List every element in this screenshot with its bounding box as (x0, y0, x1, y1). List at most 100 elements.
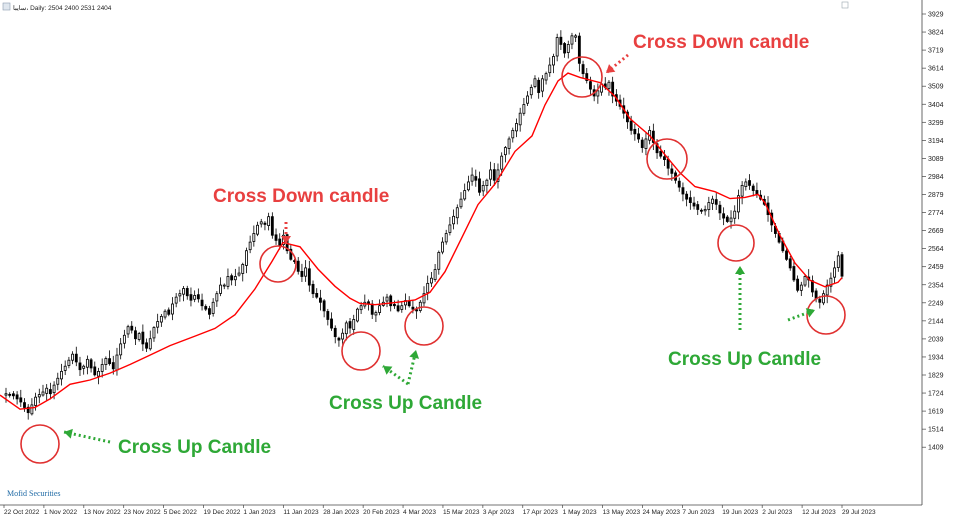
candle (452, 209, 456, 230)
candle (748, 174, 751, 190)
candle (85, 355, 89, 375)
candle (233, 268, 237, 286)
price-tick-label: 3614 (928, 66, 944, 73)
cross-candle-circle (259, 245, 297, 283)
candle (607, 80, 611, 96)
candle (104, 356, 108, 370)
candle (785, 248, 788, 261)
candle (581, 60, 585, 78)
candle (167, 307, 171, 317)
candle (344, 320, 348, 341)
candle (585, 67, 589, 84)
cross-up-label: Cross Up Candle (668, 349, 821, 370)
cross-candle-circle (20, 424, 60, 464)
time-tick-label: 12 Jul 2023 (802, 509, 836, 516)
price-tick-label: 1934 (928, 354, 944, 361)
annotation-arrow (605, 53, 629, 75)
candle (796, 275, 800, 293)
candle (459, 192, 463, 209)
candle (725, 215, 729, 223)
candle (248, 235, 252, 254)
price-tick-label: 3404 (928, 102, 944, 109)
candle (174, 293, 178, 308)
candle (311, 280, 315, 299)
candle (799, 281, 803, 297)
candle (122, 329, 126, 349)
candle (429, 271, 433, 287)
time-tick-label: 2 Jul 2023 (762, 509, 792, 516)
candle (296, 257, 300, 275)
candle (241, 262, 245, 282)
time-tick-label: 3 Apr 2023 (483, 509, 515, 516)
time-axis: 22 Oct 2022 1 Nov 2022 13 Nov 2022 23 Nov 2… (3, 505, 876, 516)
candle (703, 205, 707, 216)
candle (326, 308, 330, 326)
candle (178, 289, 182, 302)
candle (503, 146, 507, 163)
time-tick-label: 13 Nov 2022 (84, 509, 121, 516)
price-tick-label: 3929 (928, 12, 944, 19)
candle (433, 264, 437, 282)
candle (825, 279, 829, 304)
candle (193, 290, 197, 303)
window-controls[interactable] (841, 1, 849, 9)
time-tick-label: 1 May 2023 (563, 509, 597, 516)
time-tick-label: 29 Jul 2023 (842, 509, 876, 516)
candle (448, 216, 452, 236)
candle (444, 229, 448, 245)
candle (533, 75, 537, 89)
candle (455, 204, 459, 225)
candle (355, 307, 359, 323)
cross-candle-circle (806, 295, 846, 335)
candle (300, 263, 304, 283)
candle (596, 83, 600, 104)
candle (256, 221, 259, 237)
candle (196, 288, 200, 303)
annotation-labels: Cross Down candle Cross Down candle Cross … (117, 31, 823, 460)
price-tick-label: 2984 (928, 174, 944, 181)
candle (119, 338, 123, 360)
candle (333, 325, 337, 344)
candle (677, 177, 681, 192)
time-tick-label: 19 Jun 2023 (722, 509, 758, 516)
candle (437, 250, 441, 275)
candle (529, 84, 533, 99)
candle (304, 260, 308, 282)
candle (97, 367, 100, 385)
price-tick-label: 2564 (928, 246, 944, 253)
candle (792, 259, 796, 283)
candle (696, 200, 700, 216)
time-tick-label: 15 Mar 2023 (443, 509, 480, 516)
price-tick-label: 1409 (928, 445, 944, 452)
close-icon[interactable] (841, 1, 849, 9)
candle (263, 221, 267, 231)
candle (685, 191, 689, 207)
candle (651, 123, 655, 151)
candle (751, 183, 755, 197)
candle (688, 190, 692, 210)
candle (152, 326, 156, 342)
candle (555, 33, 559, 62)
annotation-arrow (406, 349, 420, 385)
candle (237, 266, 241, 277)
candle (470, 167, 474, 186)
annotation-arrow (63, 428, 111, 444)
candle (352, 314, 356, 335)
candle (722, 207, 726, 226)
candle (803, 275, 807, 288)
time-tick-label: 28 Jan 2023 (323, 509, 359, 516)
candle (330, 312, 333, 331)
candle (700, 208, 703, 214)
time-tick-label: 5 Dec 2022 (164, 509, 198, 516)
candle (156, 313, 160, 334)
annotation-arrow (787, 308, 816, 322)
candle (392, 300, 396, 309)
candle (270, 212, 274, 239)
candle (26, 404, 30, 420)
candle (681, 182, 685, 202)
candle (252, 225, 256, 247)
time-tick-label: 24 May 2023 (642, 509, 680, 516)
candle (100, 358, 104, 378)
